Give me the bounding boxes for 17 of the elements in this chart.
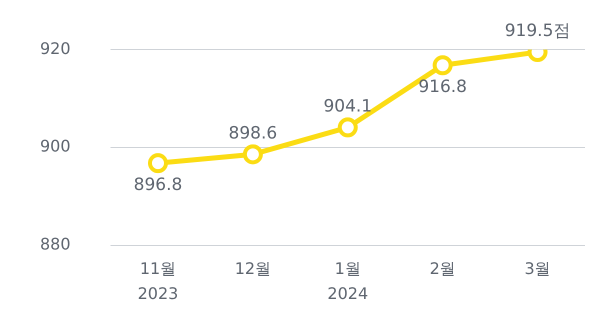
x-tick-label: 3월 (524, 258, 551, 278)
data-label: 919.5점 (504, 20, 570, 41)
y-tick-label: 900 (40, 136, 71, 156)
y-tick-label: 920 (40, 38, 71, 58)
y-tick-label: 880 (40, 234, 71, 254)
data-label: 916.8 (418, 77, 467, 98)
data-label: 898.6 (228, 123, 278, 144)
data-label: 896.8 (134, 175, 182, 196)
point (242, 144, 263, 164)
x-tick-label: 11월 2023 (138, 258, 178, 303)
x-tick-label: 12월 (234, 258, 272, 278)
x-tick-label: 1월 2024 (327, 258, 368, 303)
point (432, 55, 453, 76)
point (338, 117, 358, 138)
point (148, 153, 168, 174)
x-tick-label: 2월 (430, 258, 456, 278)
data-label: 904.1 (323, 96, 372, 116)
